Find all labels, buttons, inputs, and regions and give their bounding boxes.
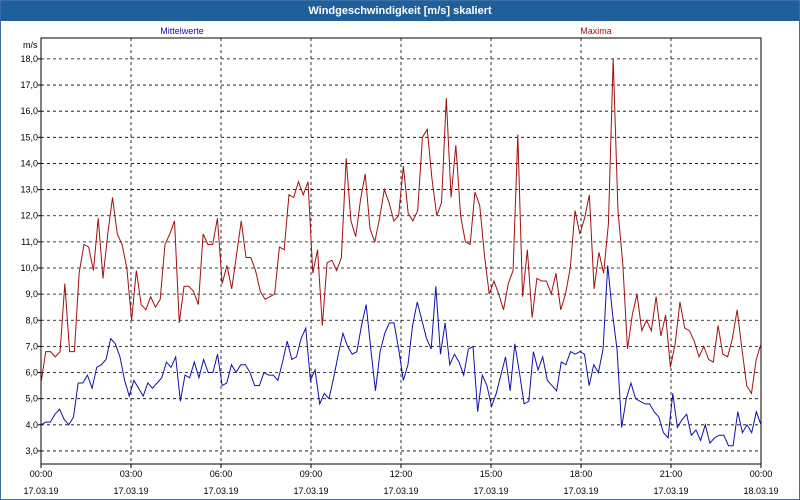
x-tick-date-label: 17.03.19 bbox=[113, 486, 148, 496]
y-axis-label: m/s bbox=[23, 40, 38, 50]
x-tick-date-label: 17.03.19 bbox=[23, 486, 58, 496]
x-tick-date-label: 17.03.19 bbox=[203, 486, 238, 496]
y-tick-label: 3,0 bbox=[25, 446, 38, 456]
y-tick-label: 8,0 bbox=[25, 315, 38, 325]
legend: Mittelwerte Maxima bbox=[160, 26, 612, 36]
x-tick-time-label: 03:00 bbox=[120, 469, 143, 479]
y-tick-label: 18,0 bbox=[20, 54, 38, 64]
y-tick-label: 9,0 bbox=[25, 289, 38, 299]
x-tick-date-label: 17.03.19 bbox=[563, 486, 598, 496]
y-tick-label: 13,0 bbox=[20, 185, 38, 195]
x-tick-date-label: 17.03.19 bbox=[383, 486, 418, 496]
y-tick-label: 5,0 bbox=[25, 394, 38, 404]
x-tick-date-label: 17.03.19 bbox=[473, 486, 508, 496]
y-tick-label: 16,0 bbox=[20, 106, 38, 116]
y-axis: 3,0 4,0 5,0 6,0 7,0 8,0 9,0 10,0 11,0 12,0 13,0 14,… bbox=[20, 54, 41, 456]
line-chart: 3,0 4,0 5,0 6,0 7,0 8,0 9,0 10,0 11,0 12,0 13,0 14,… bbox=[20, 26, 779, 496]
y-tick-label: 12,0 bbox=[20, 211, 38, 221]
x-tick-time-label: 00:00 bbox=[750, 469, 773, 479]
x-tick-date-label: 17.03.19 bbox=[653, 486, 688, 496]
y-tick-label: 11,0 bbox=[21, 237, 38, 247]
x-tick-time-label: 15:00 bbox=[480, 469, 503, 479]
x-tick-time-label: 06:00 bbox=[210, 469, 233, 479]
y-tick-label: 6,0 bbox=[25, 368, 38, 378]
y-tick-label: 10,0 bbox=[20, 263, 38, 273]
window-title: Windgeschwindigkeit [m/s] skaliert bbox=[1, 1, 799, 21]
x-tick-date-label: 18.03.19 bbox=[743, 486, 778, 496]
x-tick-time-label: 21:00 bbox=[660, 469, 683, 479]
x-tick-time-label: 09:00 bbox=[300, 469, 323, 479]
x-tick-time-label: 00:00 bbox=[30, 469, 53, 479]
y-tick-label: 7,0 bbox=[25, 341, 38, 351]
x-axis: 00:00 17.03.19 03:00 17.03.19 06:00 17.03.19 0… bbox=[23, 464, 779, 496]
grid bbox=[40, 37, 762, 465]
x-tick-date-label: 17.03.19 bbox=[293, 486, 328, 496]
y-tick-label: 17,0 bbox=[20, 80, 38, 90]
x-tick-time-label: 12:00 bbox=[390, 469, 413, 479]
series-line-mittelwerte bbox=[40, 265, 762, 447]
legend-maxima: Maxima bbox=[580, 26, 612, 36]
series-lines bbox=[40, 58, 762, 447]
x-tick-time-label: 18:00 bbox=[570, 469, 593, 479]
y-tick-label: 4,0 bbox=[25, 420, 38, 430]
y-tick-label: 15,0 bbox=[20, 132, 38, 142]
series-line-maxima bbox=[40, 58, 762, 395]
legend-mittelwerte: Mittelwerte bbox=[160, 26, 204, 36]
y-tick-label: 14,0 bbox=[20, 158, 38, 168]
